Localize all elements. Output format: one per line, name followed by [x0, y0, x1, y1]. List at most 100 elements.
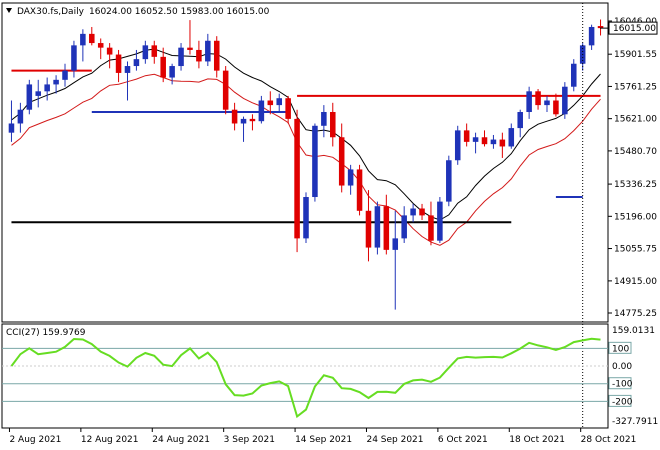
candle-body: [562, 86, 568, 115]
candle-body: [285, 98, 291, 119]
current-price-label: 16015.00: [613, 24, 656, 34]
candle-body: [303, 197, 309, 239]
x-tick-label: 14 Sep 2021: [295, 435, 352, 445]
candle-body: [258, 100, 265, 122]
x-tick-label: 3 Sep 2021: [224, 435, 275, 445]
candle-body: [330, 111, 336, 138]
price-panel: 16046.0015901.5515761.2515621.0015480.70…: [1, 2, 658, 428]
cci-tick-label: -200: [612, 397, 633, 407]
x-tick-label: 24 Aug 2021: [152, 435, 210, 445]
candle-body: [160, 56, 166, 78]
candle-body: [35, 91, 42, 96]
candle-body: [553, 100, 559, 115]
price-tick-label: 14775.25: [614, 309, 657, 319]
candle-body: [240, 118, 247, 124]
candle-body: [89, 33, 95, 44]
candle-body: [338, 137, 345, 186]
ohlc-label: 16024.00 16052.50 15983.00 16015.00: [89, 7, 270, 17]
candle-body: [499, 139, 506, 147]
price-tick-label: 15901.55: [614, 50, 657, 60]
price-tick-label: 15761.25: [614, 82, 657, 92]
candle-body: [356, 169, 363, 211]
triangle-down-icon[interactable]: [6, 8, 12, 13]
x-tick-label: 28 Oct 2021: [581, 435, 637, 445]
candle-body: [142, 45, 149, 60]
candle-body: [374, 206, 381, 248]
candle-body: [231, 109, 238, 124]
candle-body: [17, 109, 24, 124]
candle-body: [472, 137, 479, 142]
current-price-tag: [608, 21, 658, 35]
candle-body: [383, 206, 390, 250]
cci-panel: CCI(27) 159.9769 159.0131 100 0.00 -100 -200 -…: [1, 323, 658, 429]
candle-body: [410, 208, 416, 216]
candle-body: [213, 40, 220, 71]
x-tick-label: 12 Aug 2021: [81, 435, 139, 445]
candle-body: [178, 47, 184, 67]
candle-body: [124, 66, 131, 73]
candle-body: [588, 26, 595, 46]
x-tick-label: 24 Sep 2021: [366, 435, 423, 445]
candle-body: [347, 169, 354, 186]
candle-body: [115, 54, 122, 73]
price-tick-label: 14915.00: [614, 277, 657, 287]
price-frame: [1, 2, 609, 323]
candle-body: [490, 139, 497, 145]
cci-label: CCI(27) 159.9769: [6, 328, 86, 338]
candle-body: [97, 43, 104, 48]
x-tick-label: 18 Oct 2021: [509, 435, 565, 445]
cci-tick-box: [608, 377, 632, 390]
chart-header: DAX30.fs,Daily 16024.00 16052.50 15983.0…: [6, 7, 270, 17]
cci-tick-label: 159.0131: [612, 326, 655, 336]
candle-body: [419, 208, 425, 216]
price-tick-label: 15480.70: [614, 147, 657, 157]
price-tick-label: 15196.00: [614, 212, 657, 222]
candle-body: [169, 66, 175, 78]
candle-body: [535, 91, 541, 106]
candle-body: [53, 79, 59, 85]
cci-frame: [1, 323, 609, 429]
price-tick-label: 15621.00: [614, 115, 657, 125]
cci-tick-label: -100: [612, 380, 633, 390]
price-tick-label: 15336.25: [614, 180, 657, 190]
cci-tick-label: 100: [612, 344, 629, 354]
candle-body: [526, 91, 532, 112]
x-tick-label: 2 Aug 2021: [9, 435, 61, 445]
cci-tick-label: 0.00: [612, 362, 632, 372]
candle-body: [62, 70, 68, 80]
candle-body: [222, 70, 229, 110]
candle-body: [267, 100, 274, 106]
candle-body: [71, 45, 77, 71]
candle-body: [454, 130, 461, 161]
candle-body: [312, 125, 318, 198]
candle-body: [187, 47, 193, 50]
candle-body: [8, 123, 15, 133]
symbol-label: DAX30.fs,Daily: [17, 7, 85, 17]
cci-line: [10, 337, 601, 419]
cci-tick-label: -327.7911: [612, 417, 658, 427]
candle-body: [508, 128, 515, 147]
candle-body: [481, 137, 488, 145]
cci-tick-box: [608, 341, 632, 354]
candle-body: [196, 49, 202, 62]
cci-tick-box: [608, 394, 632, 407]
candle-body: [106, 47, 113, 55]
lower-envelope-line: [11, 73, 601, 246]
candle-body: [597, 26, 604, 29]
candle-body: [249, 118, 256, 122]
candle-body: [365, 210, 372, 248]
x-tick-label: 6 Oct 2021: [438, 435, 488, 445]
candle-body: [463, 130, 470, 142]
candle-body: [321, 111, 327, 126]
candle-body: [133, 59, 140, 67]
candle-body: [446, 160, 452, 202]
candle-body: [392, 238, 399, 250]
x-axis: 2 Aug 2021 12 Aug 2021 24 Aug 2021 3 Sep 20…: [8, 428, 637, 445]
candle-body: [26, 84, 33, 110]
price-tick-label: 15055.75: [614, 245, 657, 255]
candle-body: [401, 215, 407, 239]
candle-body: [428, 215, 434, 241]
candle-body: [517, 111, 523, 129]
candle-body: [276, 98, 282, 106]
